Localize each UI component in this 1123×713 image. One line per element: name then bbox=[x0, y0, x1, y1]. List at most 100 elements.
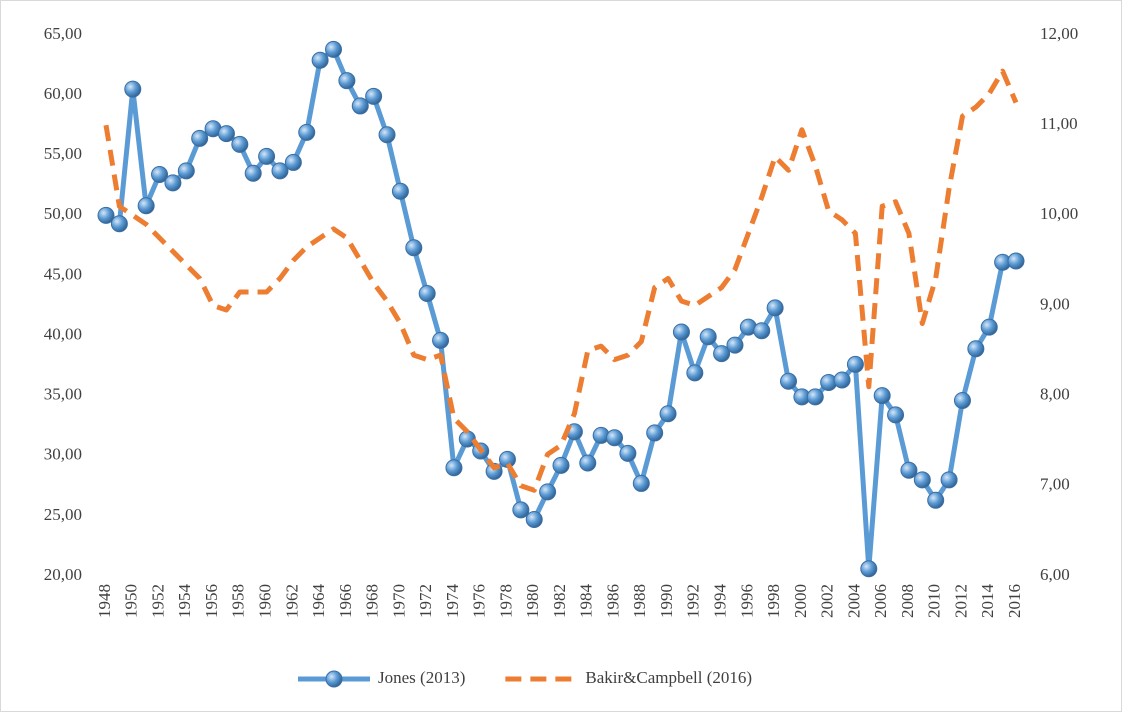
y-tick-label: 30,00 bbox=[44, 445, 82, 464]
point-marker bbox=[833, 371, 851, 389]
point-marker bbox=[619, 444, 637, 462]
point-marker bbox=[766, 299, 784, 317]
y2-tick-label: 7,00 bbox=[1040, 475, 1070, 494]
point-marker bbox=[699, 328, 717, 346]
x-tick-label: 1994 bbox=[710, 584, 729, 619]
x-tick-label: 1980 bbox=[523, 584, 542, 618]
point-marker bbox=[552, 456, 570, 474]
legend-label: Bakir&Campbell (2016) bbox=[585, 668, 752, 687]
x-tick-label: 1996 bbox=[737, 584, 756, 618]
point-marker bbox=[632, 474, 650, 492]
point-marker bbox=[753, 322, 771, 340]
x-tick-label: 1966 bbox=[336, 584, 355, 618]
y-tick-label: 60,00 bbox=[44, 84, 82, 103]
point-marker bbox=[780, 372, 797, 390]
point-marker bbox=[365, 87, 383, 105]
point-marker bbox=[284, 153, 302, 171]
x-tick-label: 1962 bbox=[282, 584, 301, 618]
point-marker bbox=[806, 388, 824, 406]
legend-label: Jones (2013) bbox=[378, 668, 465, 687]
point-marker bbox=[378, 126, 396, 144]
point-marker bbox=[1007, 252, 1025, 270]
point-marker bbox=[137, 197, 155, 215]
x-tick-label: 1984 bbox=[577, 584, 596, 619]
y-tick-label: 55,00 bbox=[44, 144, 82, 163]
x-tick-label: 1958 bbox=[229, 584, 248, 618]
point-marker bbox=[927, 491, 945, 509]
point-marker bbox=[887, 406, 905, 424]
y2-tick-label: 11,00 bbox=[1040, 114, 1078, 133]
x-tick-label: 2010 bbox=[925, 584, 944, 618]
point-marker bbox=[900, 461, 918, 479]
point-marker bbox=[953, 391, 971, 409]
point-marker bbox=[686, 364, 704, 382]
point-marker bbox=[405, 239, 423, 257]
legend-marker bbox=[325, 670, 343, 688]
x-tick-label: 1960 bbox=[255, 584, 274, 618]
x-tick-label: 1970 bbox=[389, 584, 408, 618]
x-tick-label: 1976 bbox=[470, 584, 489, 618]
point-marker bbox=[258, 147, 276, 165]
x-tick-label: 2002 bbox=[818, 584, 837, 618]
point-marker bbox=[151, 165, 169, 183]
x-tick-label: 1954 bbox=[175, 584, 194, 619]
point-marker bbox=[539, 483, 557, 501]
point-marker bbox=[606, 429, 624, 447]
x-tick-label: 2016 bbox=[1005, 584, 1024, 618]
y2-tick-label: 6,00 bbox=[1040, 565, 1070, 584]
y-tick-label: 65,00 bbox=[44, 24, 82, 43]
x-tick-label: 1978 bbox=[496, 584, 515, 618]
point-marker bbox=[418, 284, 436, 302]
point-marker bbox=[445, 459, 463, 477]
point-marker bbox=[271, 162, 289, 180]
point-marker bbox=[164, 174, 182, 192]
x-tick-label: 1950 bbox=[122, 584, 141, 618]
point-marker bbox=[338, 72, 356, 90]
x-tick-label: 2004 bbox=[844, 584, 863, 619]
point-marker bbox=[391, 182, 409, 200]
point-marker bbox=[713, 345, 731, 363]
point-marker bbox=[298, 123, 316, 141]
x-tick-label: 1968 bbox=[363, 584, 382, 618]
point-marker bbox=[980, 318, 998, 336]
point-marker bbox=[967, 340, 985, 358]
x-tick-label: 2014 bbox=[978, 584, 997, 619]
point-marker bbox=[860, 560, 878, 578]
x-tick-label: 1952 bbox=[148, 584, 167, 618]
point-marker bbox=[846, 355, 864, 373]
point-marker bbox=[231, 135, 249, 153]
point-marker bbox=[311, 51, 329, 69]
point-marker bbox=[217, 125, 235, 143]
x-tick-label: 1998 bbox=[764, 584, 783, 618]
point-marker bbox=[873, 387, 891, 405]
x-tick-label: 1964 bbox=[309, 584, 328, 619]
y-tick-label: 20,00 bbox=[44, 565, 82, 584]
point-marker bbox=[672, 323, 690, 341]
point-marker bbox=[579, 454, 597, 472]
y2-tick-label: 9,00 bbox=[1040, 294, 1070, 313]
point-marker bbox=[110, 215, 128, 233]
x-tick-label: 1982 bbox=[550, 584, 569, 618]
y2-tick-label: 8,00 bbox=[1040, 385, 1070, 404]
x-tick-label: 2006 bbox=[871, 584, 890, 618]
series-line bbox=[103, 68, 1019, 493]
point-marker bbox=[432, 331, 450, 349]
point-marker bbox=[525, 510, 543, 528]
point-marker bbox=[177, 162, 195, 180]
y2-tick-label: 10,00 bbox=[1040, 204, 1078, 223]
x-tick-label: 2012 bbox=[951, 584, 970, 618]
point-marker bbox=[940, 471, 958, 489]
x-tick-label: 1972 bbox=[416, 584, 435, 618]
point-marker bbox=[726, 336, 744, 354]
point-marker bbox=[646, 424, 664, 442]
x-tick-label: 1948 bbox=[95, 584, 114, 618]
point-marker bbox=[97, 206, 115, 224]
point-marker bbox=[913, 471, 931, 489]
y2-tick-label: 12,00 bbox=[1040, 24, 1078, 43]
x-tick-label: 1974 bbox=[443, 584, 462, 619]
point-marker bbox=[244, 164, 262, 182]
point-marker bbox=[351, 97, 369, 115]
point-marker bbox=[124, 80, 142, 98]
y-tick-label: 35,00 bbox=[44, 385, 82, 404]
